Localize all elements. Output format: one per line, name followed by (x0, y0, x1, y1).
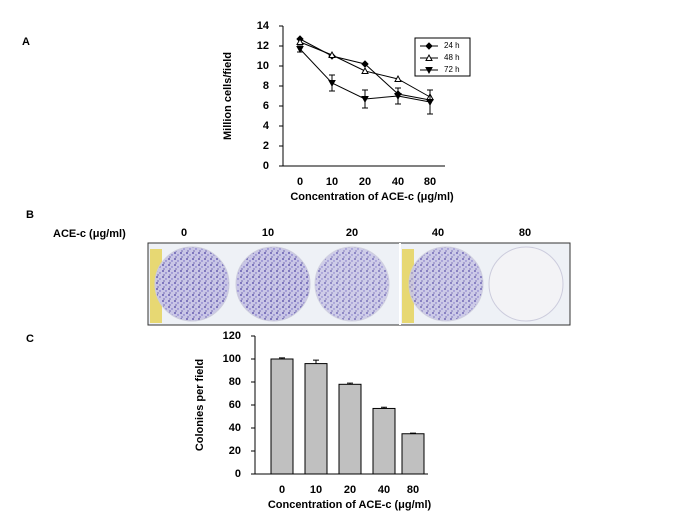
error-bar (279, 357, 285, 359)
y-tick-label: 80 (229, 376, 241, 388)
y-tick-label: 14 (257, 20, 270, 32)
y-tick-label: 40 (229, 422, 241, 434)
y-axis-label: Colonies per field (194, 359, 206, 451)
data-point (361, 66, 369, 74)
y-tick-label: 8 (263, 80, 269, 92)
legend-marker (425, 42, 433, 50)
y-tick-label: 100 (223, 353, 241, 365)
data-point (394, 93, 402, 101)
x-tick-label: 10 (310, 484, 322, 496)
x-tick-label: 80 (407, 484, 419, 496)
x-tick-label: 0 (279, 484, 285, 496)
y-tick-label: 0 (235, 468, 241, 480)
error-bar (313, 359, 319, 364)
y-tick-label: 20 (229, 445, 241, 457)
data-point (394, 74, 402, 82)
y-tick-label: 0 (263, 160, 269, 172)
error-bar (410, 432, 416, 434)
y-tick-label: 120 (223, 330, 241, 342)
plate-dose-label: 20 (346, 227, 358, 239)
error-bar (381, 406, 387, 409)
plate-dose-label: 10 (262, 227, 274, 239)
legend-label: 72 h (444, 65, 460, 74)
plate-dose-label: 80 (519, 227, 531, 239)
bar (270, 358, 294, 475)
bar (372, 407, 396, 475)
x-tick-label: 20 (344, 484, 356, 496)
x-axis-label: Concentration of ACE-c (μg/ml) (268, 499, 432, 511)
x-axis-label: Concentration of ACE-c (μg/ml) (290, 191, 454, 203)
x-tick-label: 20 (359, 176, 371, 188)
x-tick-label: 40 (392, 176, 404, 188)
legend-marker (425, 67, 433, 75)
x-tick-label: 0 (297, 176, 303, 188)
bar (401, 433, 425, 475)
panel-label: B (26, 209, 34, 221)
error-bar (347, 382, 353, 385)
plate-image (147, 242, 571, 326)
panel-label: C (26, 333, 34, 345)
data-point (426, 99, 434, 107)
data-point (328, 50, 336, 58)
legend-label: 24 h (444, 41, 460, 50)
legend-label: 48 h (444, 53, 460, 62)
y-axis-label: Million cells/field (222, 52, 234, 140)
y-tick-label: 12 (257, 40, 269, 52)
y-tick-label: 60 (229, 399, 241, 411)
y-tick-label: 10 (257, 60, 269, 72)
panel-label: A (22, 36, 30, 48)
legend-marker (425, 53, 433, 61)
y-tick-label: 2 (263, 140, 269, 152)
plate-dose-label: 40 (432, 227, 444, 239)
x-tick-label: 10 (326, 176, 338, 188)
bar (338, 383, 362, 475)
y-tick-label: 6 (263, 100, 269, 112)
plate-dose-label: 0 (181, 227, 187, 239)
y-tick-label: 4 (263, 120, 270, 132)
bar (304, 363, 328, 475)
legend-box (414, 37, 471, 77)
data-point (296, 37, 304, 45)
plate-axis-label: ACE-c (μg/ml) (53, 228, 126, 240)
x-tick-label: 80 (424, 176, 436, 188)
data-point (296, 46, 304, 54)
data-point (361, 96, 369, 104)
data-point (328, 80, 336, 88)
x-tick-label: 40 (378, 484, 390, 496)
